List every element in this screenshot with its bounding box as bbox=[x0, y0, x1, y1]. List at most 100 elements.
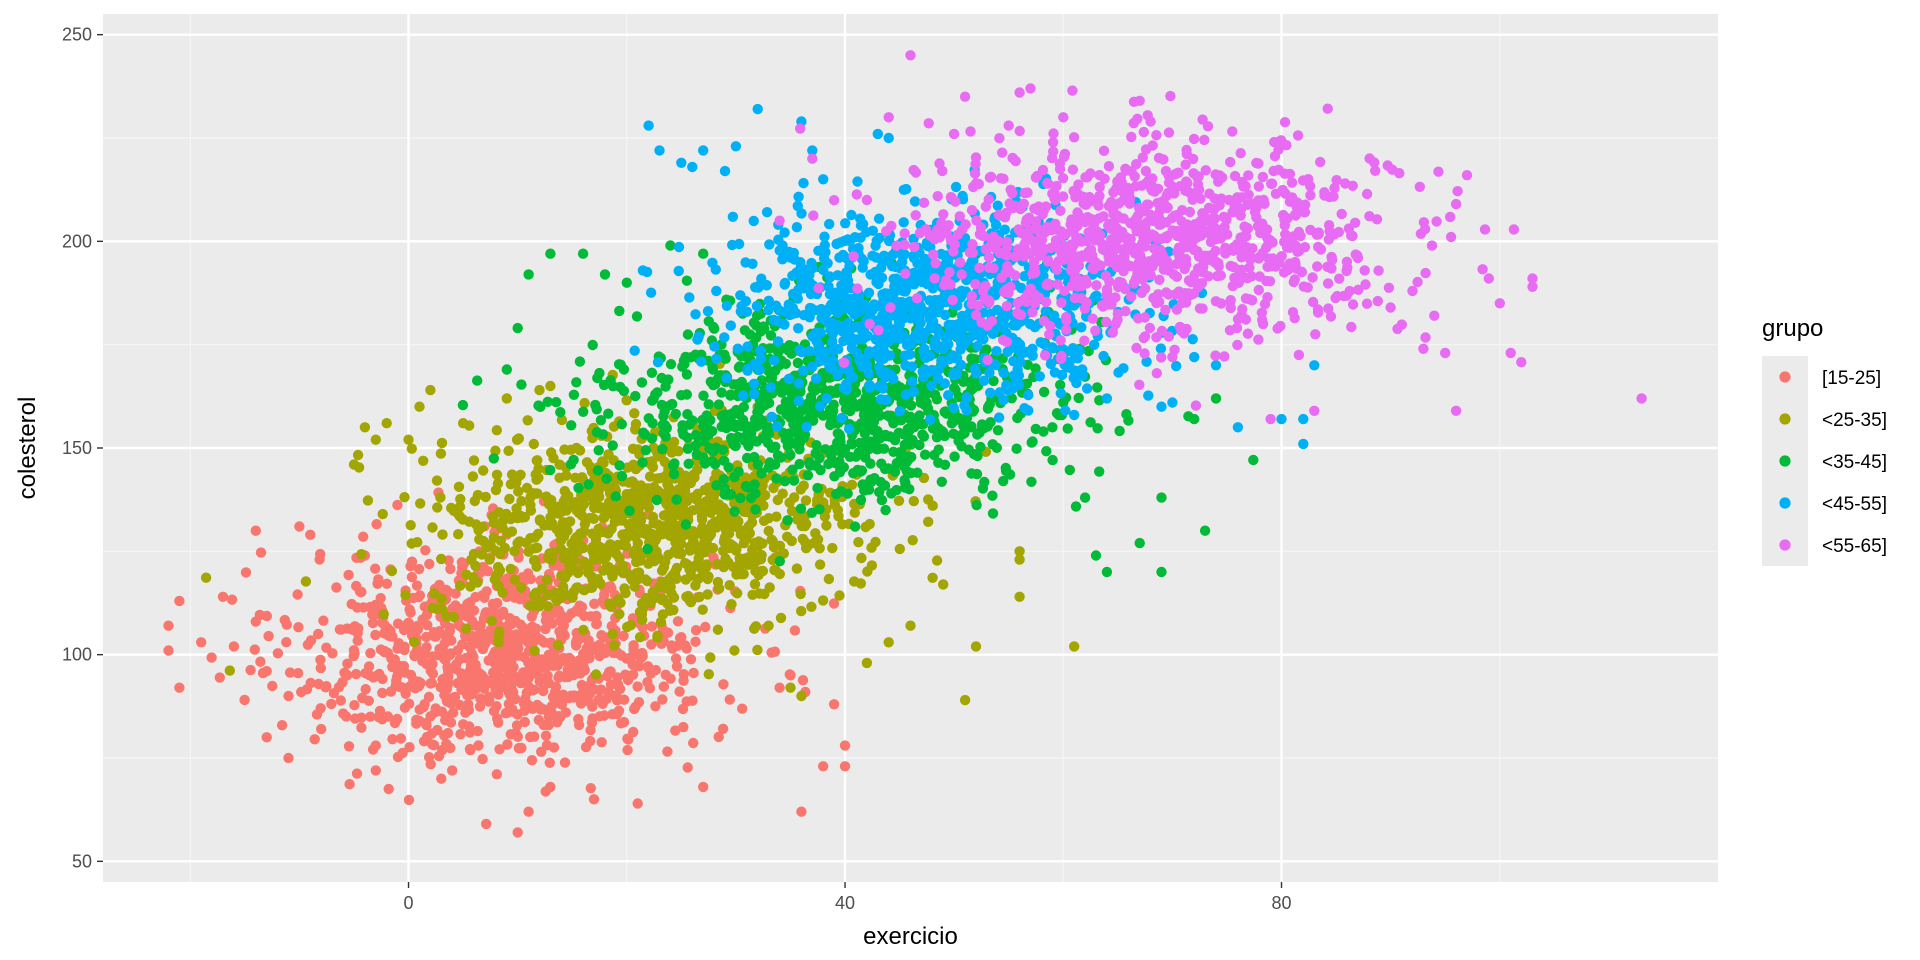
data-point bbox=[905, 414, 916, 425]
data-point bbox=[453, 529, 464, 540]
data-point bbox=[618, 385, 630, 397]
data-point bbox=[899, 439, 910, 450]
data-point bbox=[1298, 413, 1309, 425]
data-point bbox=[699, 484, 710, 496]
data-point bbox=[876, 494, 888, 506]
data-point bbox=[979, 422, 990, 434]
data-point bbox=[1094, 466, 1105, 477]
data-point bbox=[643, 558, 654, 569]
data-point bbox=[525, 731, 536, 743]
data-point bbox=[1094, 190, 1105, 202]
data-point bbox=[465, 745, 476, 756]
data-point bbox=[820, 444, 831, 455]
data-point bbox=[688, 667, 699, 679]
data-point bbox=[688, 737, 699, 749]
data-point bbox=[834, 252, 845, 263]
data-point bbox=[857, 361, 868, 372]
data-point bbox=[658, 411, 669, 422]
data-point bbox=[583, 635, 594, 646]
data-point bbox=[613, 539, 624, 551]
data-point bbox=[1312, 307, 1324, 318]
data-point bbox=[1143, 174, 1155, 186]
data-point bbox=[891, 484, 902, 496]
data-point bbox=[683, 458, 694, 469]
data-point bbox=[933, 457, 944, 468]
data-point bbox=[281, 637, 292, 648]
data-point bbox=[1026, 476, 1037, 487]
data-point bbox=[467, 638, 478, 650]
data-point bbox=[1040, 306, 1052, 317]
data-point bbox=[1051, 264, 1063, 275]
data-point bbox=[758, 395, 769, 406]
data-point bbox=[798, 309, 810, 321]
data-point bbox=[900, 389, 911, 400]
data-point bbox=[855, 494, 867, 506]
data-point bbox=[464, 679, 476, 690]
data-point bbox=[679, 486, 691, 497]
data-point bbox=[360, 684, 371, 695]
data-point bbox=[908, 386, 919, 397]
data-point bbox=[544, 609, 555, 620]
data-point bbox=[533, 528, 544, 539]
data-point bbox=[658, 528, 669, 539]
data-point bbox=[342, 658, 353, 669]
data-point bbox=[598, 565, 609, 576]
data-point bbox=[738, 390, 749, 401]
data-point bbox=[948, 402, 959, 413]
data-point bbox=[526, 755, 538, 766]
data-point bbox=[818, 174, 829, 185]
data-point bbox=[1293, 349, 1305, 361]
data-point bbox=[765, 330, 777, 341]
data-point bbox=[478, 465, 489, 476]
data-point bbox=[352, 635, 363, 646]
data-point bbox=[559, 757, 571, 768]
data-point bbox=[1093, 200, 1104, 211]
data-point bbox=[838, 396, 850, 407]
data-point bbox=[1073, 392, 1084, 404]
data-point bbox=[832, 437, 843, 448]
data-point bbox=[700, 431, 711, 443]
data-point bbox=[793, 323, 804, 334]
data-point bbox=[544, 548, 555, 559]
data-point bbox=[1002, 261, 1013, 272]
data-point bbox=[511, 720, 523, 731]
data-point bbox=[1037, 164, 1049, 176]
data-point bbox=[908, 495, 919, 507]
data-point bbox=[831, 238, 842, 250]
data-point bbox=[924, 350, 936, 362]
data-point bbox=[634, 632, 646, 643]
data-point bbox=[923, 406, 934, 417]
data-point bbox=[1126, 131, 1137, 143]
data-point bbox=[698, 781, 709, 793]
data-point bbox=[1054, 163, 1066, 175]
data-point bbox=[656, 399, 668, 411]
data-point bbox=[1034, 371, 1046, 382]
data-point bbox=[1039, 350, 1051, 361]
data-point bbox=[1125, 233, 1136, 245]
data-point bbox=[665, 359, 677, 370]
data-point bbox=[1196, 278, 1208, 289]
data-point bbox=[452, 678, 463, 689]
data-point bbox=[779, 277, 791, 289]
data-point bbox=[491, 570, 502, 581]
data-point bbox=[667, 460, 679, 471]
data-point bbox=[942, 331, 954, 342]
data-point bbox=[571, 565, 582, 577]
data-point bbox=[477, 753, 488, 765]
data-point bbox=[630, 701, 641, 713]
data-point bbox=[413, 563, 425, 575]
data-point bbox=[512, 827, 523, 838]
data-point bbox=[405, 520, 416, 531]
data-point bbox=[936, 476, 947, 487]
data-point bbox=[845, 405, 856, 417]
data-point bbox=[1225, 295, 1236, 306]
data-point bbox=[754, 537, 765, 549]
data-point bbox=[800, 495, 812, 506]
data-point bbox=[877, 310, 888, 321]
data-point bbox=[829, 471, 840, 482]
data-point bbox=[442, 727, 454, 739]
data-point bbox=[462, 608, 473, 619]
data-point bbox=[975, 331, 986, 343]
data-point bbox=[827, 542, 838, 554]
data-point bbox=[793, 378, 805, 389]
